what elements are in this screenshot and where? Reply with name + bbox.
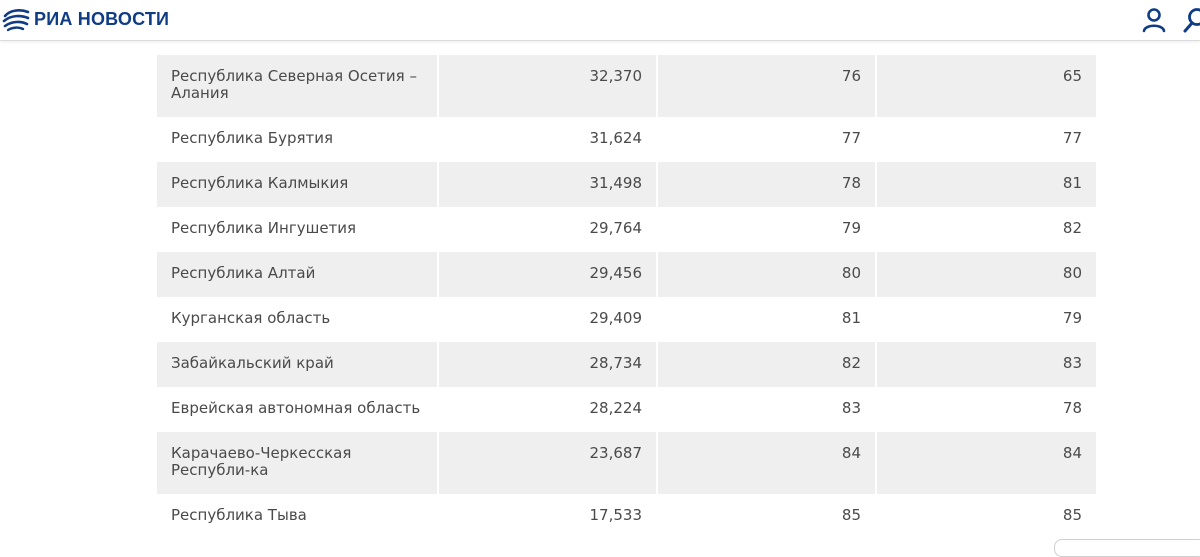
region-cell: Республика Северная Осетия – Алания: [157, 55, 438, 117]
table-row: Республика Бурятия 31,624 77 77: [157, 117, 1096, 162]
region-cell: Еврейская автономная область: [157, 387, 438, 432]
table-row: Карачаево-Черкесская Республи-ка 23,687 …: [157, 432, 1096, 494]
table-row: Республика Северная Осетия – Алания 32,3…: [157, 55, 1096, 117]
prev-rank-cell: 79: [876, 297, 1096, 342]
rank-cell: 84: [657, 432, 876, 494]
value-cell: 32,370: [438, 55, 657, 117]
prev-rank-cell: 84: [876, 432, 1096, 494]
value-cell: 29,456: [438, 252, 657, 297]
rank-cell: 79: [657, 207, 876, 252]
value-cell: 31,624: [438, 117, 657, 162]
prev-rank-cell: 78: [876, 387, 1096, 432]
header-actions: [1140, 6, 1200, 34]
value-cell: 23,687: [438, 432, 657, 494]
rank-cell: 78: [657, 162, 876, 207]
region-cell: Республика Тыва: [157, 494, 438, 539]
prev-rank-cell: 82: [876, 207, 1096, 252]
value-cell: 31,498: [438, 162, 657, 207]
floating-widget-edge[interactable]: [1054, 539, 1200, 557]
ranking-table-wrapper: Республика Северная Осетия – Алания 32,3…: [157, 55, 1096, 539]
value-cell: 17,533: [438, 494, 657, 539]
value-cell: 29,764: [438, 207, 657, 252]
table-row: Забайкальский край 28,734 82 83: [157, 342, 1096, 387]
prev-rank-cell: 83: [876, 342, 1096, 387]
region-cell: Республика Ингушетия: [157, 207, 438, 252]
site-logo[interactable]: РИА НОВОСТИ: [2, 6, 169, 32]
rank-cell: 83: [657, 387, 876, 432]
rank-cell: 81: [657, 297, 876, 342]
table-row: Республика Ингушетия 29,764 79 82: [157, 207, 1096, 252]
region-cell: Забайкальский край: [157, 342, 438, 387]
prev-rank-cell: 65: [876, 55, 1096, 117]
region-cell: Республика Алтай: [157, 252, 438, 297]
value-cell: 29,409: [438, 297, 657, 342]
table-row: Курганская область 29,409 81 79: [157, 297, 1096, 342]
user-icon[interactable]: [1140, 6, 1168, 34]
rank-cell: 76: [657, 55, 876, 117]
region-cell: Карачаево-Черкесская Республи-ка: [157, 432, 438, 494]
rank-cell: 77: [657, 117, 876, 162]
prev-rank-cell: 77: [876, 117, 1096, 162]
ranking-table: Республика Северная Осетия – Алания 32,3…: [157, 55, 1096, 539]
value-cell: 28,224: [438, 387, 657, 432]
table-row: Республика Алтай 29,456 80 80: [157, 252, 1096, 297]
table-row: Республика Калмыкия 31,498 78 81: [157, 162, 1096, 207]
table-row: Республика Тыва 17,533 85 85: [157, 494, 1096, 539]
prev-rank-cell: 85: [876, 494, 1096, 539]
value-cell: 28,734: [438, 342, 657, 387]
search-icon[interactable]: [1182, 6, 1200, 34]
region-cell: Республика Бурятия: [157, 117, 438, 162]
table-row: Еврейская автономная область 28,224 83 7…: [157, 387, 1096, 432]
region-cell: Республика Калмыкия: [157, 162, 438, 207]
rank-cell: 85: [657, 494, 876, 539]
logo-text: РИА НОВОСТИ: [34, 9, 169, 30]
prev-rank-cell: 80: [876, 252, 1096, 297]
region-cell: Курганская область: [157, 297, 438, 342]
ria-globe-icon: [2, 6, 30, 32]
rank-cell: 80: [657, 252, 876, 297]
prev-rank-cell: 81: [876, 162, 1096, 207]
rank-cell: 82: [657, 342, 876, 387]
site-header: РИА НОВОСТИ: [0, 0, 1200, 41]
